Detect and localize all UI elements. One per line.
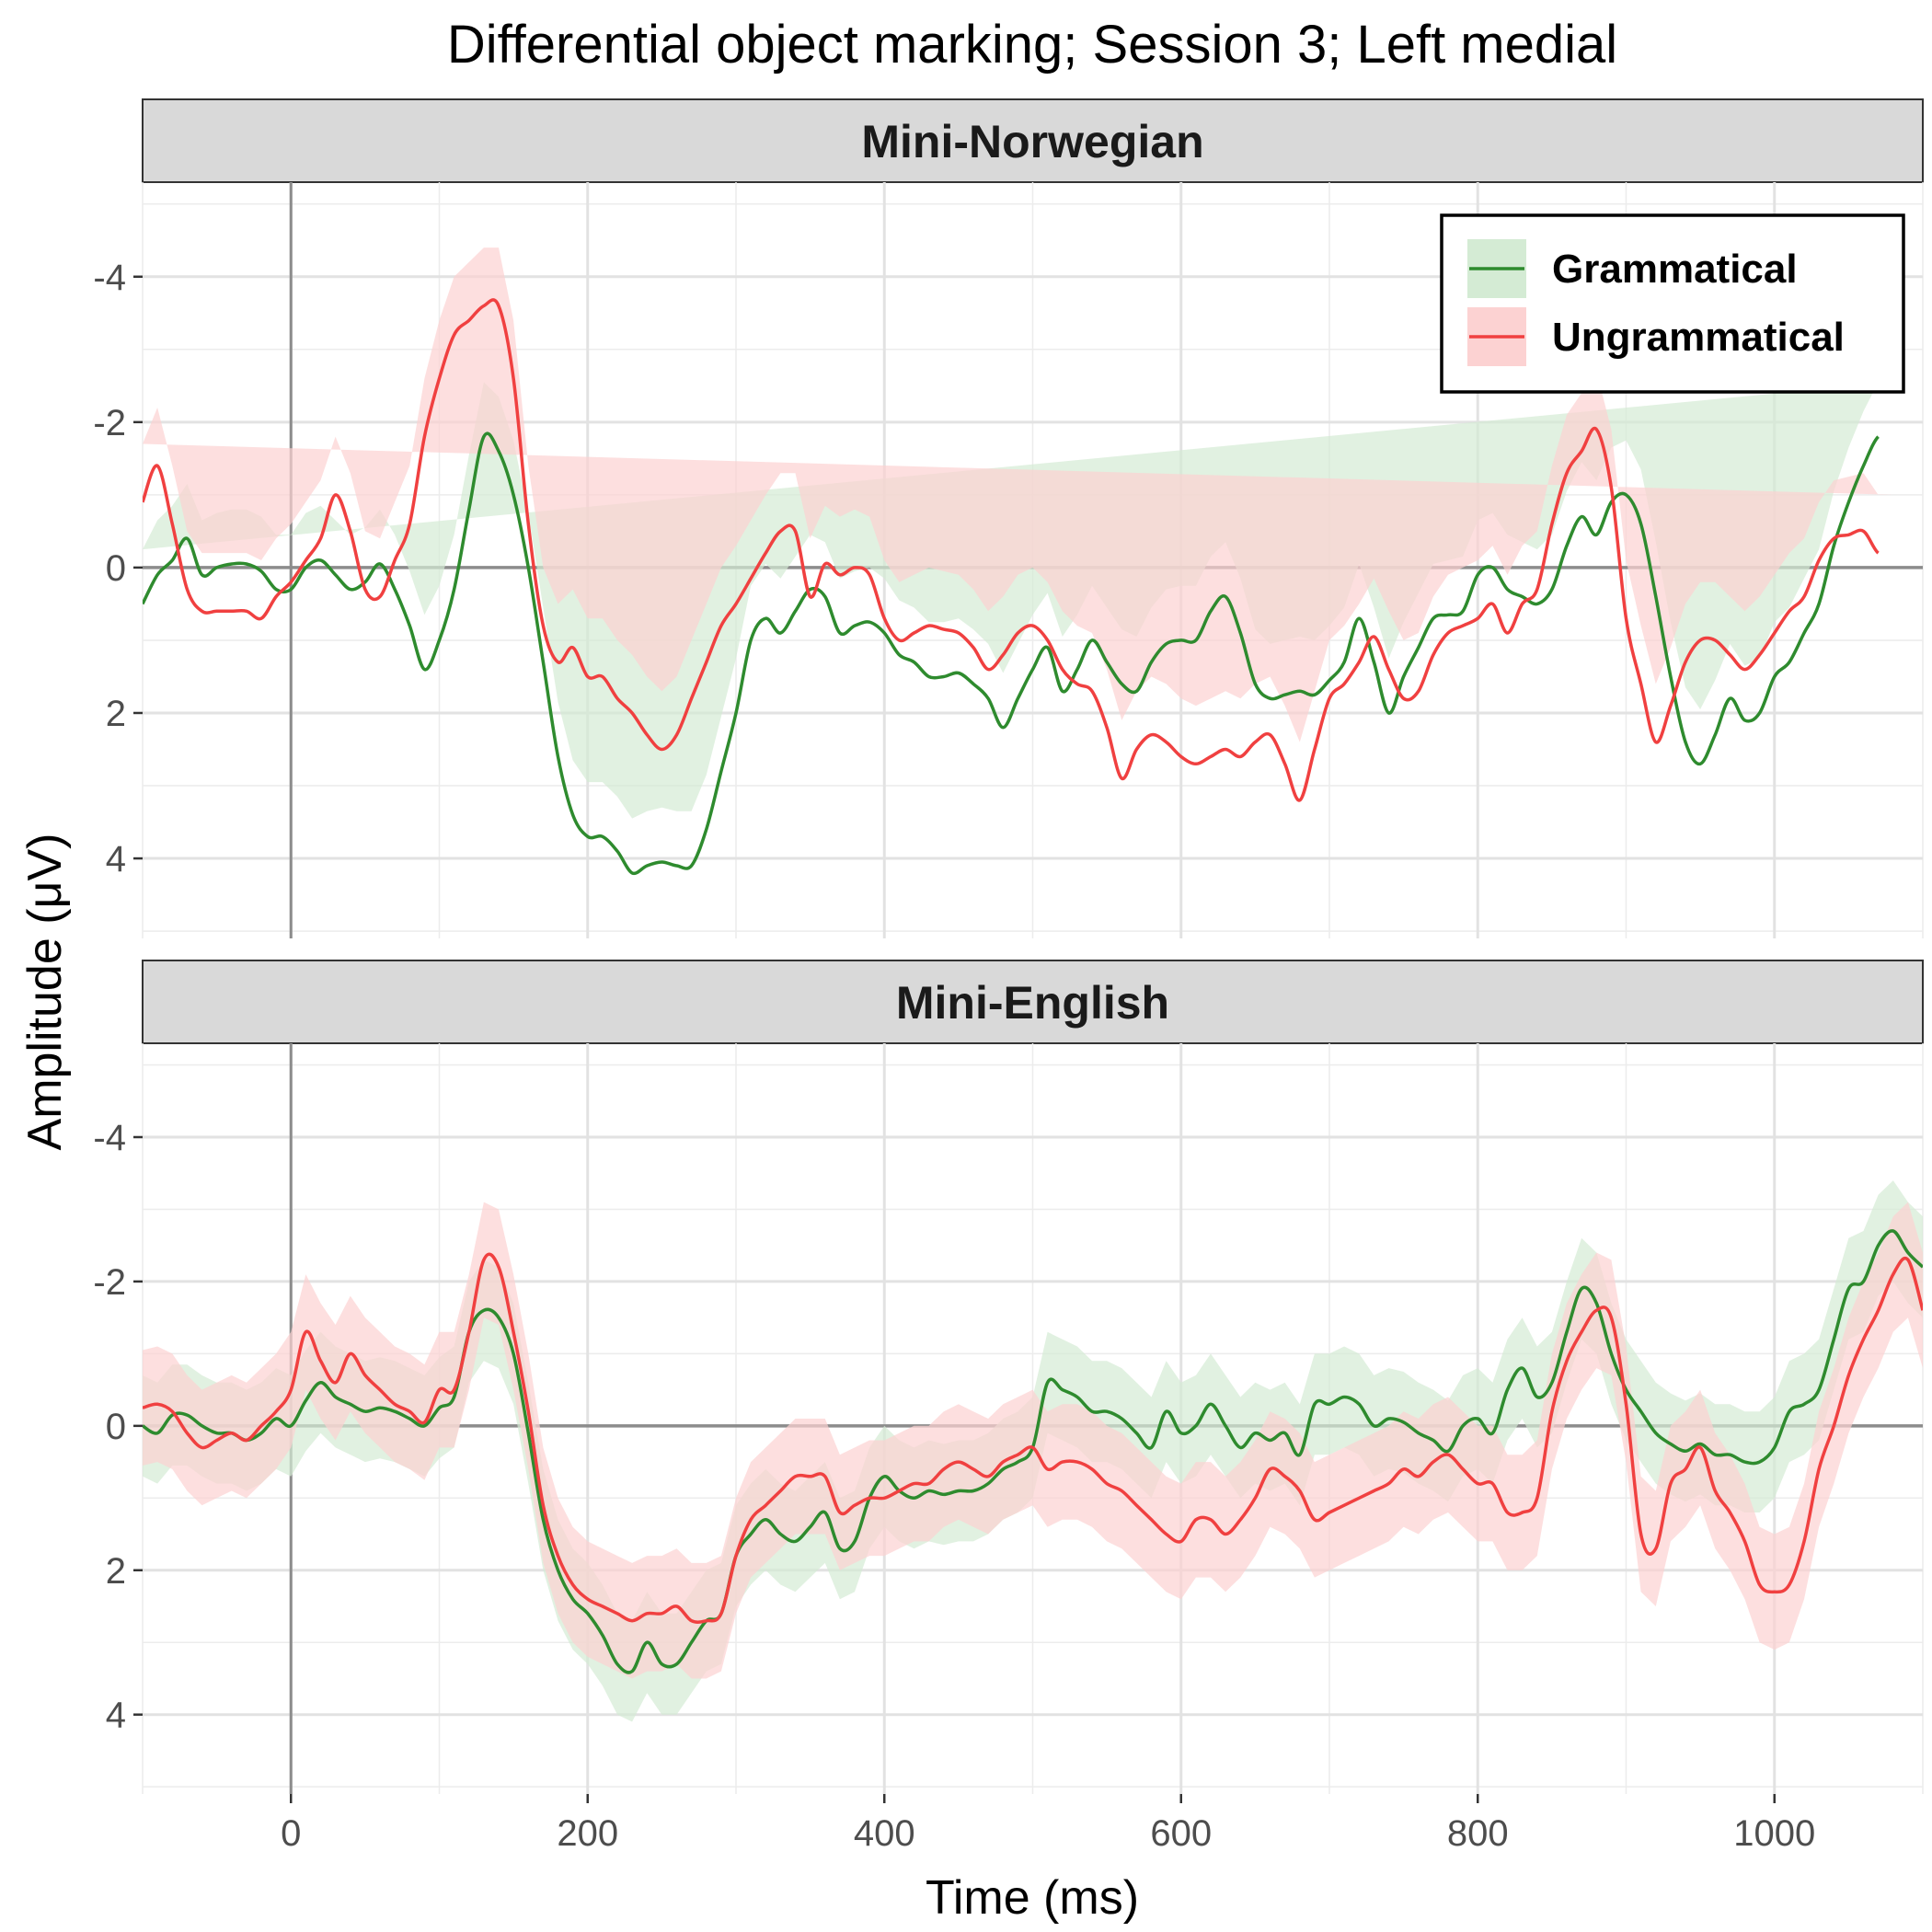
x-tick-label: 200	[557, 1813, 618, 1854]
ci-band-ungrammatical	[143, 247, 1893, 742]
panel-strip-label: Mini-English	[896, 977, 1169, 1029]
x-tick-label: 1000	[1733, 1813, 1815, 1854]
y-tick-label: 4	[106, 839, 126, 880]
y-tick-label: 0	[106, 1407, 126, 1447]
legend: Grammatical Ungrammatical	[1440, 213, 1905, 394]
y-tick-label: -4	[93, 1118, 126, 1158]
y-tick-label: -2	[93, 403, 126, 443]
y-tick-label: 0	[106, 548, 126, 589]
series-line-grammatical	[143, 431, 1880, 876]
x-tick-label: 600	[1150, 1813, 1212, 1854]
y-tick-label: 4	[106, 1696, 126, 1736]
ci-band-grammatical	[143, 382, 1893, 819]
panel-strip-label: Mini-Norwegian	[861, 116, 1203, 167]
panel-strip	[142, 960, 1924, 1044]
series-line-ungrammatical	[143, 1252, 1923, 1624]
y-tick-label: 2	[106, 1551, 126, 1592]
plot-area	[143, 247, 1893, 876]
y-tick-label: 2	[106, 694, 126, 734]
series-line-grammatical	[143, 1229, 1923, 1674]
plot-area	[143, 1180, 1923, 1722]
x-tick-label: 800	[1447, 1813, 1509, 1854]
x-tick-label: 400	[854, 1813, 915, 1854]
x-tick-label: 0	[281, 1813, 301, 1854]
ci-band-ungrammatical	[143, 1202, 1923, 1679]
y-tick-label: -2	[93, 1262, 126, 1303]
legend-label-grammatical: Grammatical	[1552, 247, 1798, 292]
panels-layer: Mini-Norwegian -4 -2 0 2 4 Mini-English -4 -2 0 2 4…	[93, 98, 1924, 1854]
legend-label-ungrammatical: Ungrammatical	[1552, 315, 1845, 360]
panel-2: Mini-English -4 -2 0 2 4 0 200 400 600 800 1000	[93, 960, 1924, 1854]
chart-title: Differential object marking; Session 3; …	[447, 15, 1617, 75]
y-tick-label: -4	[93, 258, 126, 298]
series-line-ungrammatical	[143, 298, 1880, 802]
panel-strip	[142, 98, 1924, 183]
x-axis-title: Time (ms)	[926, 1871, 1139, 1925]
y-axis-title: Amplitude (μV)	[18, 834, 72, 1151]
